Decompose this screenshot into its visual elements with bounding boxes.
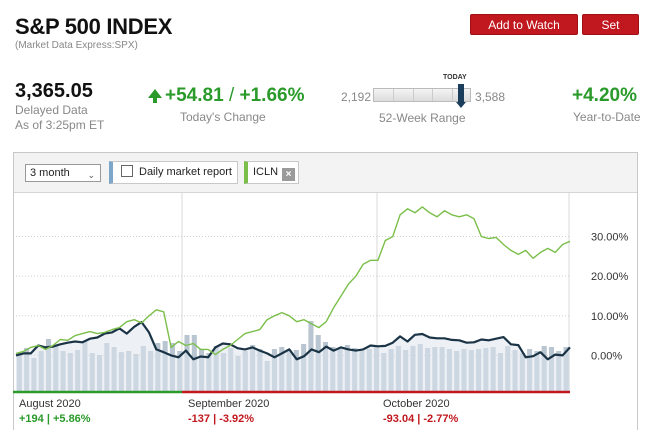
daily-market-report-toggle[interactable]: Daily market report <box>109 161 238 184</box>
index-subtitle: (Market Data Express:SPX) <box>15 40 138 51</box>
time-range-value: 3 month <box>30 167 70 179</box>
price-chart: 30.00% 20.00% 10.00% 0.00% <box>13 193 629 394</box>
compare-symbol-chip: ICLN × <box>244 161 299 184</box>
month-change: +194 | +5.86% <box>19 413 91 425</box>
month-label: October 2020 <box>383 398 450 410</box>
add-to-watch-list-button[interactable]: Add to Watch List <box>470 14 578 53</box>
y-tick-label: 20.00% <box>591 271 629 283</box>
spx-area <box>16 322 570 391</box>
compare-symbol-label: ICLN <box>253 166 279 178</box>
chart-toolbar: 3 month ⌄ Daily market report ICLN × <box>14 153 637 193</box>
time-range-select[interactable]: 3 month ⌄ <box>25 164 101 182</box>
chart-panel: 3 month ⌄ Daily market report ICLN × <box>13 152 638 430</box>
current-price: 3,365.05 <box>15 80 93 102</box>
y-tick-label: 0.00% <box>591 350 622 362</box>
month-change: -93.04 | -2.77% <box>383 413 459 425</box>
change-points: +54.81 <box>165 85 224 106</box>
ytd-label: Year-to-Date <box>573 110 641 124</box>
up-arrow-icon <box>148 89 162 103</box>
todays-change: +54.81 / +1.66% <box>148 85 304 107</box>
as-of-time: As of 3:25pm ET <box>15 118 105 132</box>
icln-line <box>15 206 571 356</box>
month-change: -137 | -3.92% <box>188 413 255 425</box>
ytd-change: +4.20% <box>572 85 637 106</box>
index-title: S&P 500 INDEX <box>15 14 173 39</box>
52-week-range-label: 52-Week Range <box>379 111 466 125</box>
52-week-range-bar <box>373 88 471 102</box>
change-percent: +1.66% <box>239 85 305 106</box>
change-separator: / <box>228 85 235 106</box>
y-tick-label: 10.00% <box>591 311 629 323</box>
range-today-marker-icon <box>456 84 467 108</box>
close-icon[interactable]: × <box>282 168 296 181</box>
y-tick-label: 30.00% <box>591 232 629 244</box>
todays-change-label: Today's Change <box>180 110 266 124</box>
range-today-label: TODAY <box>443 74 467 81</box>
daily-report-checkbox[interactable] <box>121 165 133 177</box>
daily-report-label: Daily market report <box>139 166 232 178</box>
delayed-data-label: Delayed Data <box>15 103 88 117</box>
set-alert-button[interactable]: Set Alert <box>582 14 639 53</box>
delayed-data-note: Delayed Data As of 3:25pm ET <box>15 103 104 133</box>
range-high-value: 3,588 <box>475 90 506 104</box>
chevron-down-icon: ⌄ <box>87 170 95 180</box>
range-low-value: 2,192 <box>341 90 372 104</box>
spx-line <box>15 321 571 361</box>
month-label: September 2020 <box>188 398 270 410</box>
month-label: August 2020 <box>19 398 81 410</box>
